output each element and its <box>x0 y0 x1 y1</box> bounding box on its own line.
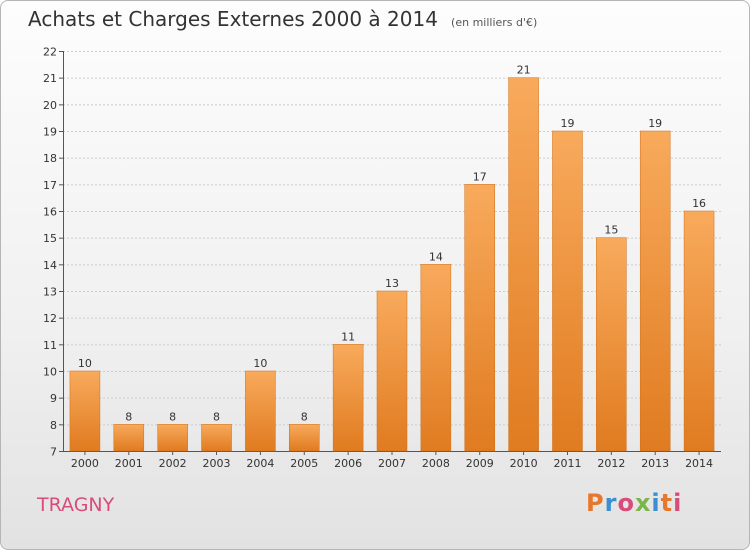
x-tick-label-2014: 2014 <box>685 457 713 470</box>
x-tick-label-2004: 2004 <box>246 457 274 470</box>
y-tick-label: 21 <box>43 72 57 85</box>
axes: 7 8 9 10 11 12 13 14 15 16 17 18 19 20 21 22 2000 2001 200… <box>43 46 721 470</box>
data-label-2009: 17 <box>473 170 487 183</box>
y-tick-label: 9 <box>50 392 57 405</box>
bar-2003 <box>201 424 232 452</box>
y-tick-label: 10 <box>43 366 57 379</box>
x-tick-label-2010: 2010 <box>510 457 538 470</box>
bar-2013 <box>639 130 671 452</box>
bar-2011 <box>552 130 583 452</box>
chart-unit: (en milliers d'€) <box>451 16 538 29</box>
bar-2012 <box>596 237 627 452</box>
data-label-2008: 14 <box>429 250 443 263</box>
logo-letter: x <box>634 489 652 517</box>
data-labels: 10 8 8 8 10 8 11 13 14 17 21 19 15 19 16 <box>78 64 706 424</box>
logo-letter: r <box>604 489 618 517</box>
data-label-2006: 11 <box>341 330 355 343</box>
y-tick-label: 18 <box>43 152 57 165</box>
bar-2010 <box>508 77 539 452</box>
y-tick-label: 15 <box>43 232 57 245</box>
x-tick-label-2000: 2000 <box>71 457 99 470</box>
data-label-2001: 8 <box>125 410 132 423</box>
data-label-2013: 19 <box>648 117 662 130</box>
data-label-2007: 13 <box>385 277 399 290</box>
bar-2000 <box>69 370 101 452</box>
x-tick-label-2011: 2011 <box>553 457 581 470</box>
bar-2007 <box>376 290 408 452</box>
bar-2009 <box>464 184 495 452</box>
y-tick-label: 16 <box>43 206 57 219</box>
x-tick-label-2001: 2001 <box>115 457 143 470</box>
y-tick-label: 8 <box>50 419 57 432</box>
y-tick-label: 22 <box>43 46 57 59</box>
y-tick-label: 20 <box>43 99 57 112</box>
data-label-2014: 16 <box>692 197 706 210</box>
x-tick-label-2009: 2009 <box>466 457 494 470</box>
data-label-2000: 10 <box>78 357 92 370</box>
x-tick-label-2003: 2003 <box>203 457 231 470</box>
logo-letter: o <box>617 489 635 517</box>
bar-2004 <box>245 370 276 452</box>
y-tick-label: 14 <box>43 259 57 272</box>
data-label-2005: 8 <box>301 410 308 423</box>
logo-letter: P <box>586 489 605 517</box>
chart-title-text: Achats et Charges Externes 2000 à 2014 <box>28 7 438 31</box>
bar-2014 <box>683 210 715 452</box>
commune-name: TRAGNY <box>37 494 115 516</box>
data-label-2012: 15 <box>604 224 618 237</box>
y-tick-label: 11 <box>43 339 57 352</box>
x-tick-label-2005: 2005 <box>290 457 318 470</box>
logo-letter: t <box>660 489 674 517</box>
bar-2001 <box>113 424 145 452</box>
bar-2006 <box>332 344 364 452</box>
x-tick-label-2008: 2008 <box>422 457 450 470</box>
data-label-2003: 8 <box>213 410 220 423</box>
chart-title: Achats et Charges Externes 2000 à 2014 (… <box>28 7 537 31</box>
data-label-2011: 19 <box>560 117 574 130</box>
data-label-2004: 10 <box>253 357 267 370</box>
data-label-2002: 8 <box>169 410 176 423</box>
x-tick-label-2007: 2007 <box>378 457 406 470</box>
x-tick-label-2006: 2006 <box>334 457 362 470</box>
logo-letter: i <box>651 489 661 517</box>
y-tick-label: 17 <box>43 179 57 192</box>
logo-letter: i <box>673 489 683 517</box>
y-tick-label: 7 <box>50 446 57 459</box>
proxiti-logo[interactable]: Proxiti <box>586 489 682 517</box>
bars <box>69 77 715 452</box>
y-tick-label: 13 <box>43 286 57 299</box>
x-tick-label-2002: 2002 <box>159 457 187 470</box>
bar-2002 <box>157 424 188 452</box>
y-tick-label: 12 <box>43 312 57 325</box>
bar-2008 <box>420 264 452 452</box>
data-label-2010: 21 <box>517 64 531 77</box>
y-tick-label: 19 <box>43 126 57 139</box>
bar-2005 <box>289 424 320 452</box>
x-tick-label-2012: 2012 <box>597 457 625 470</box>
x-tick-label-2013: 2013 <box>641 457 669 470</box>
